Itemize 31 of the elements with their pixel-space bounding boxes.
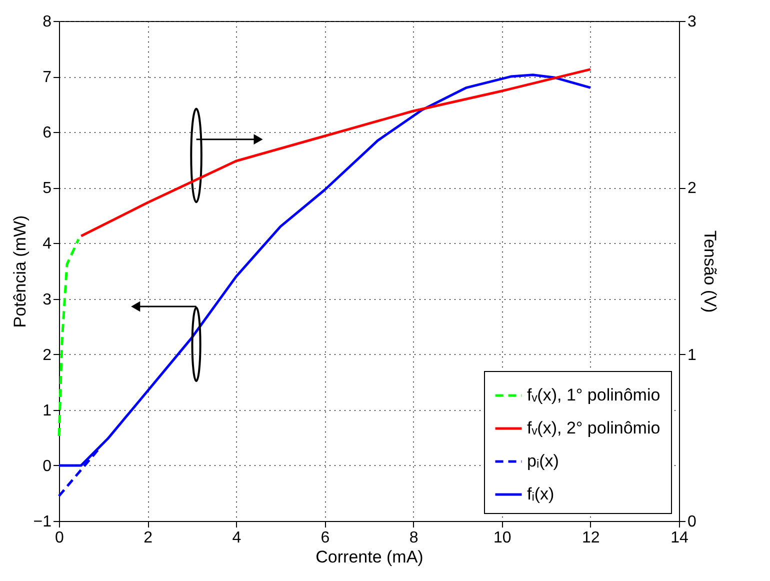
x-tick-label: 12	[582, 530, 600, 546]
y-tick-label: 4	[42, 236, 52, 253]
x-tick-label: 0	[55, 530, 64, 546]
y-tick-label: −1	[33, 514, 52, 530]
y2-axis-title: Tensão (V)	[700, 230, 720, 313]
legend-label: fᵥ(x), 1° polinômio	[527, 386, 660, 404]
x-tick-label: 2	[144, 530, 153, 546]
x-tick-label: 8	[409, 530, 418, 546]
x-tick-label: 10	[493, 530, 512, 546]
y2-tick-label: 3	[688, 14, 696, 30]
x-tick-label: 6	[320, 530, 330, 546]
y-tick-label: 1	[42, 402, 52, 420]
y2-tick-label: 2	[688, 180, 696, 198]
y-tick-label: 7	[42, 69, 52, 86]
y-tick-label: 0	[42, 458, 52, 475]
y2-tick-label: 0	[688, 514, 696, 530]
y-tick-label: 6	[42, 124, 52, 142]
y-tick-label: 5	[42, 180, 52, 198]
legend-label: fᵢ(x)	[527, 484, 554, 504]
x-axis-title: Corrente (mA)	[316, 548, 424, 566]
legend-label: fᵥ(x), 2° polinômio	[527, 418, 660, 438]
x-tick-label: 14	[670, 530, 688, 546]
line-series	[80, 68, 592, 238]
y-axis-title: Potência (mW)	[10, 215, 30, 328]
x-tick-label: 4	[232, 530, 242, 546]
y-tick-label: 8	[42, 14, 52, 30]
legend-label: pᵢ(x)	[527, 452, 559, 470]
y-tick-label: 3	[42, 291, 52, 308]
y2-tick-label: 1	[688, 346, 696, 364]
line-series	[58, 238, 80, 438]
y-tick-label: 2	[42, 346, 52, 364]
